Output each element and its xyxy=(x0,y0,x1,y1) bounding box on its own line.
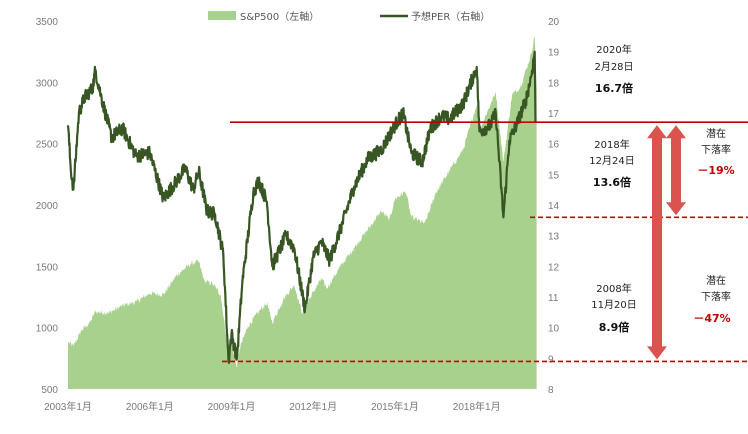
x-tick-1: 2006年1月 xyxy=(126,400,174,413)
downside-19-line2: 下落率 xyxy=(701,143,731,156)
legend: S&P500（左軸） 予想PER（右軸） xyxy=(208,10,490,23)
annotation-2020: 2020年 2月28日 16.7倍 xyxy=(594,43,633,95)
downside-47-line2: 下落率 xyxy=(701,290,731,303)
reference-lines xyxy=(222,121,748,363)
legend-label-sp500: S&P500（左軸） xyxy=(240,10,319,23)
downside-19-line1: 潜在 xyxy=(706,127,726,140)
arrow-19-shape xyxy=(666,125,686,216)
right-tick-15: 15 xyxy=(548,170,560,181)
right-tick-18: 18 xyxy=(548,78,560,89)
right-tick-16: 16 xyxy=(548,140,560,151)
x-tick-2: 2009年1月 xyxy=(208,400,256,413)
right-tick-19: 19 xyxy=(548,48,560,59)
left-axis-ticks: 500 1000 1500 2000 2500 3000 3500 xyxy=(36,17,59,396)
annotation-2018-year: 2018年 xyxy=(594,138,629,151)
annotation-2008-year: 2008年 xyxy=(596,282,631,295)
left-tick-1000: 1000 xyxy=(36,324,59,335)
left-tick-2000: 2000 xyxy=(36,201,59,212)
x-axis-ticks: 2003年1月 2006年1月 2009年1月 2012年1月 2015年1月 2018年… xyxy=(44,400,501,413)
right-tick-17: 17 xyxy=(548,109,560,120)
left-tick-1500: 1500 xyxy=(36,262,59,273)
legend-swatch-sp500 xyxy=(208,11,236,20)
right-axis-ticks: 8 9 10 11 12 13 14 15 16 17 18 19 20 xyxy=(548,17,560,396)
arrow-47 xyxy=(647,125,667,360)
x-tick-4: 2015年1月 xyxy=(371,400,419,413)
left-tick-3500: 3500 xyxy=(36,17,59,28)
sp500-area-series xyxy=(68,35,537,389)
left-tick-3000: 3000 xyxy=(36,78,59,89)
right-tick-9: 9 xyxy=(548,354,554,365)
annotation-2018: 2018年 12月24日 13.6倍 xyxy=(589,138,634,189)
x-tick-0: 2003年1月 xyxy=(44,400,92,413)
downside-label-19: 潜在 下落率 －19% xyxy=(697,127,734,177)
x-tick-5: 2018年1月 xyxy=(453,400,501,413)
left-tick-500: 500 xyxy=(41,385,58,396)
annotation-2020-year: 2020年 xyxy=(596,43,631,56)
forward-per-line-series xyxy=(66,50,537,364)
annotation-2008-per: 8.9倍 xyxy=(599,320,630,334)
annotation-2008-date: 11月20日 xyxy=(591,299,636,311)
downside-arrows xyxy=(647,125,686,360)
annotation-2008: 2008年 11月20日 8.9倍 xyxy=(591,282,636,334)
legend-label-per: 予想PER（右軸） xyxy=(411,10,490,23)
downside-47-value: －47% xyxy=(693,312,730,325)
arrow-19 xyxy=(666,125,686,216)
right-tick-12: 12 xyxy=(548,262,560,273)
right-tick-10: 10 xyxy=(548,324,560,335)
right-tick-14: 14 xyxy=(548,201,560,212)
right-tick-8: 8 xyxy=(548,385,554,396)
arrow-47-shape xyxy=(647,125,667,360)
left-tick-2500: 2500 xyxy=(36,140,59,151)
downside-label-47: 潜在 下落率 －47% xyxy=(693,274,731,325)
right-tick-20: 20 xyxy=(548,17,560,28)
downside-47-line1: 潜在 xyxy=(706,274,726,287)
x-tick-3: 2012年1月 xyxy=(289,400,337,413)
annotation-2018-per: 13.6倍 xyxy=(593,175,631,189)
right-tick-11: 11 xyxy=(548,293,559,304)
annotation-2020-date: 2月28日 xyxy=(594,61,633,73)
annotation-2020-per: 16.7倍 xyxy=(595,81,633,95)
annotation-2018-date: 12月24日 xyxy=(589,155,634,167)
right-tick-13: 13 xyxy=(548,232,560,243)
downside-19-value: －19% xyxy=(697,164,734,177)
